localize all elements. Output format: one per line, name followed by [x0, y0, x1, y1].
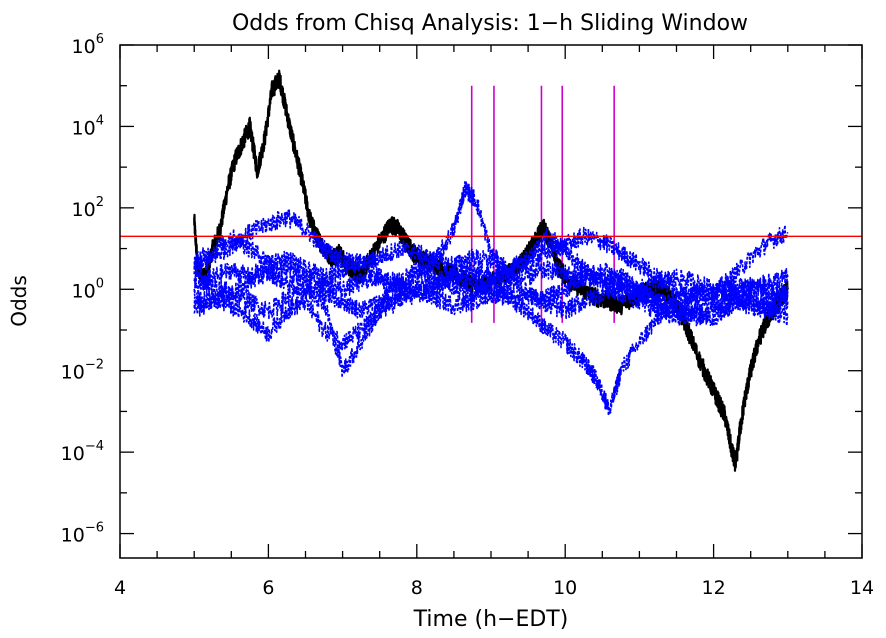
y-tick-labels: 10−6 10−4 10−2 100 102 104 106 [61, 32, 104, 547]
x-tick-label: 12 [702, 577, 726, 599]
y-axis-label: Odds [7, 275, 31, 327]
y-tick-label: 10−6 [61, 521, 104, 547]
y-tick-label: 106 [72, 32, 104, 58]
y-tick-label: 104 [72, 113, 104, 139]
y-tick-label: 102 [72, 195, 104, 221]
series-line [193, 209, 789, 304]
x-tick-labels: 4 6 8 10 12 14 [114, 577, 874, 599]
y-tick-label: 10−4 [61, 439, 104, 465]
axis-ticks [119, 44, 863, 558]
x-axis-label: Time (h−EDT) [413, 607, 569, 632]
x-tick-label: 8 [411, 577, 423, 599]
series-line [193, 228, 789, 327]
x-tick-label: 14 [850, 577, 874, 599]
x-tick-label: 10 [553, 577, 577, 599]
x-tick-label: 6 [262, 577, 274, 599]
y-tick-label: 100 [72, 276, 104, 302]
series-lines [193, 69, 789, 472]
chart-title: Odds from Chisq Analysis: 1−h Sliding Wi… [232, 11, 748, 36]
series-line [193, 250, 789, 311]
y-tick-label: 10−2 [61, 358, 104, 384]
x-tick-label: 4 [114, 577, 126, 599]
